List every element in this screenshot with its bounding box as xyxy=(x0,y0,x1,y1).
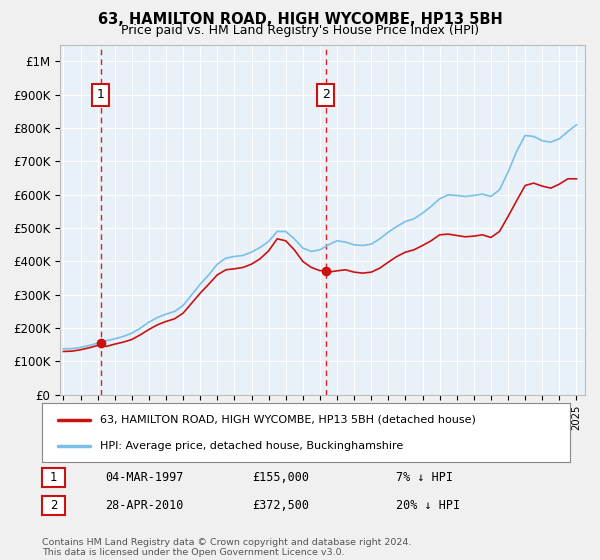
Text: 04-MAR-1997: 04-MAR-1997 xyxy=(105,470,184,484)
Text: 7% ↓ HPI: 7% ↓ HPI xyxy=(396,470,453,484)
Text: £372,500: £372,500 xyxy=(252,498,309,512)
Text: £155,000: £155,000 xyxy=(252,470,309,484)
Text: 1: 1 xyxy=(50,471,57,484)
Text: 2: 2 xyxy=(50,499,57,512)
Text: HPI: Average price, detached house, Buckinghamshire: HPI: Average price, detached house, Buck… xyxy=(100,441,403,451)
Text: 63, HAMILTON ROAD, HIGH WYCOMBE, HP13 5BH (detached house): 63, HAMILTON ROAD, HIGH WYCOMBE, HP13 5B… xyxy=(100,414,476,424)
Text: 63, HAMILTON ROAD, HIGH WYCOMBE, HP13 5BH: 63, HAMILTON ROAD, HIGH WYCOMBE, HP13 5B… xyxy=(98,12,502,27)
Text: 2: 2 xyxy=(322,88,329,101)
Text: Contains HM Land Registry data © Crown copyright and database right 2024.
This d: Contains HM Land Registry data © Crown c… xyxy=(42,538,412,557)
Text: 20% ↓ HPI: 20% ↓ HPI xyxy=(396,498,460,512)
Text: 1: 1 xyxy=(97,88,104,101)
Text: 28-APR-2010: 28-APR-2010 xyxy=(105,498,184,512)
Text: Price paid vs. HM Land Registry's House Price Index (HPI): Price paid vs. HM Land Registry's House … xyxy=(121,24,479,36)
